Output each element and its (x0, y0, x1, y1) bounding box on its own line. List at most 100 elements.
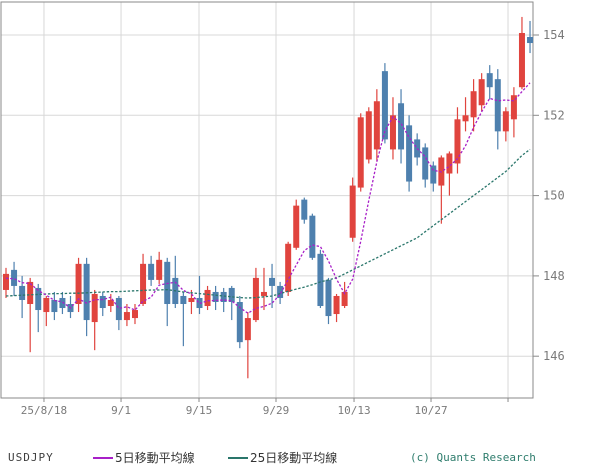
candle-body (228, 287, 235, 302)
candle-body (75, 263, 82, 305)
candle-body (180, 295, 187, 305)
ma25-line-swatch (228, 456, 248, 459)
candle-up (252, 267, 259, 323)
y-axis-label: 150 (543, 189, 565, 203)
candle-down (35, 283, 42, 333)
candle-up (123, 304, 130, 327)
candle-body (510, 95, 517, 120)
candle-down (422, 143, 429, 188)
candle-body (35, 287, 42, 311)
candle-down (486, 65, 493, 100)
candle-body (518, 32, 525, 88)
candle-down (67, 295, 74, 319)
candle-body (43, 297, 50, 313)
candle-up (389, 97, 396, 160)
candle-body (277, 285, 284, 298)
candle-down (527, 20, 534, 54)
candle-body (502, 111, 509, 132)
candle-body (454, 119, 461, 164)
y-axis-label: 146 (543, 349, 565, 363)
candle-up (27, 277, 34, 353)
candle-body (212, 291, 219, 302)
candle-body (389, 115, 396, 150)
candle-body (341, 291, 348, 307)
x-axis-label: 10/13 (337, 404, 370, 417)
candle-body (156, 259, 163, 280)
candle-down (381, 63, 388, 144)
candle-up (438, 155, 445, 224)
candle-down (148, 255, 155, 286)
candle-body (3, 273, 9, 290)
ma5-legend-label: 5日移動平均線 (115, 451, 195, 465)
candle-body (398, 103, 405, 150)
y-axis-label: 154 (543, 28, 565, 42)
candle-down (301, 197, 308, 224)
candle-body (293, 205, 300, 248)
candle-down (269, 263, 276, 309)
candle-body (446, 153, 453, 174)
candle-down (115, 295, 122, 331)
ma5-legend: 5日移動平均線 (93, 449, 195, 466)
candle-body (99, 295, 106, 309)
candle-body (478, 79, 485, 106)
candle-body (148, 263, 155, 280)
candle-body (19, 285, 26, 300)
candle-body (381, 71, 388, 140)
candle-down (228, 285, 235, 321)
candle-down (406, 115, 413, 192)
candle-up (510, 87, 517, 138)
candle-up (285, 241, 292, 296)
candle-body (373, 101, 380, 150)
candle-down (212, 285, 219, 311)
candle-down (59, 291, 66, 315)
candle-down (430, 161, 437, 192)
candle-up (260, 267, 267, 311)
x-axis-label: 9/1 (111, 404, 131, 417)
candle-body (527, 37, 534, 44)
candle-down (164, 257, 171, 327)
y-axis-label: 152 (543, 108, 565, 122)
plot-frame (0, 1, 534, 399)
candle-body (317, 253, 324, 307)
candle-down (99, 291, 106, 317)
candle-up (518, 16, 525, 90)
candle-up (478, 73, 485, 112)
candle-body (204, 289, 211, 307)
candle-body (349, 185, 356, 238)
candle-body (269, 277, 276, 286)
candle-up (357, 113, 364, 192)
candle-down (317, 249, 324, 309)
candle-up (373, 89, 380, 162)
candle-body (123, 312, 130, 321)
candle-body (470, 91, 477, 118)
candle-body (260, 291, 267, 296)
candle-body (309, 215, 316, 258)
candle-down (309, 213, 316, 260)
candle-body (236, 301, 243, 343)
candle-body (486, 73, 493, 88)
candle-up (244, 312, 251, 379)
candle-body (333, 295, 340, 315)
candle-body (131, 310, 138, 319)
candle-body (494, 79, 501, 132)
candle-body (406, 125, 413, 182)
candle-body (188, 297, 195, 302)
candle-down (83, 257, 90, 337)
candle-body (430, 165, 437, 184)
candle-up (446, 151, 453, 196)
candle-down (196, 275, 203, 315)
candle-body (59, 297, 66, 309)
candle-up (462, 97, 469, 132)
candle-up (502, 107, 509, 142)
y-axis-label: 148 (543, 269, 565, 283)
x-axis-label: 10/27 (414, 404, 447, 417)
candle-body (462, 115, 469, 122)
candle-up (131, 304, 138, 325)
ma5-line-swatch (93, 456, 113, 459)
ma25-line (5, 148, 531, 299)
candle-down (325, 277, 332, 325)
candle-up (333, 293, 340, 323)
candle-body (115, 297, 122, 321)
candle-body (252, 277, 259, 321)
